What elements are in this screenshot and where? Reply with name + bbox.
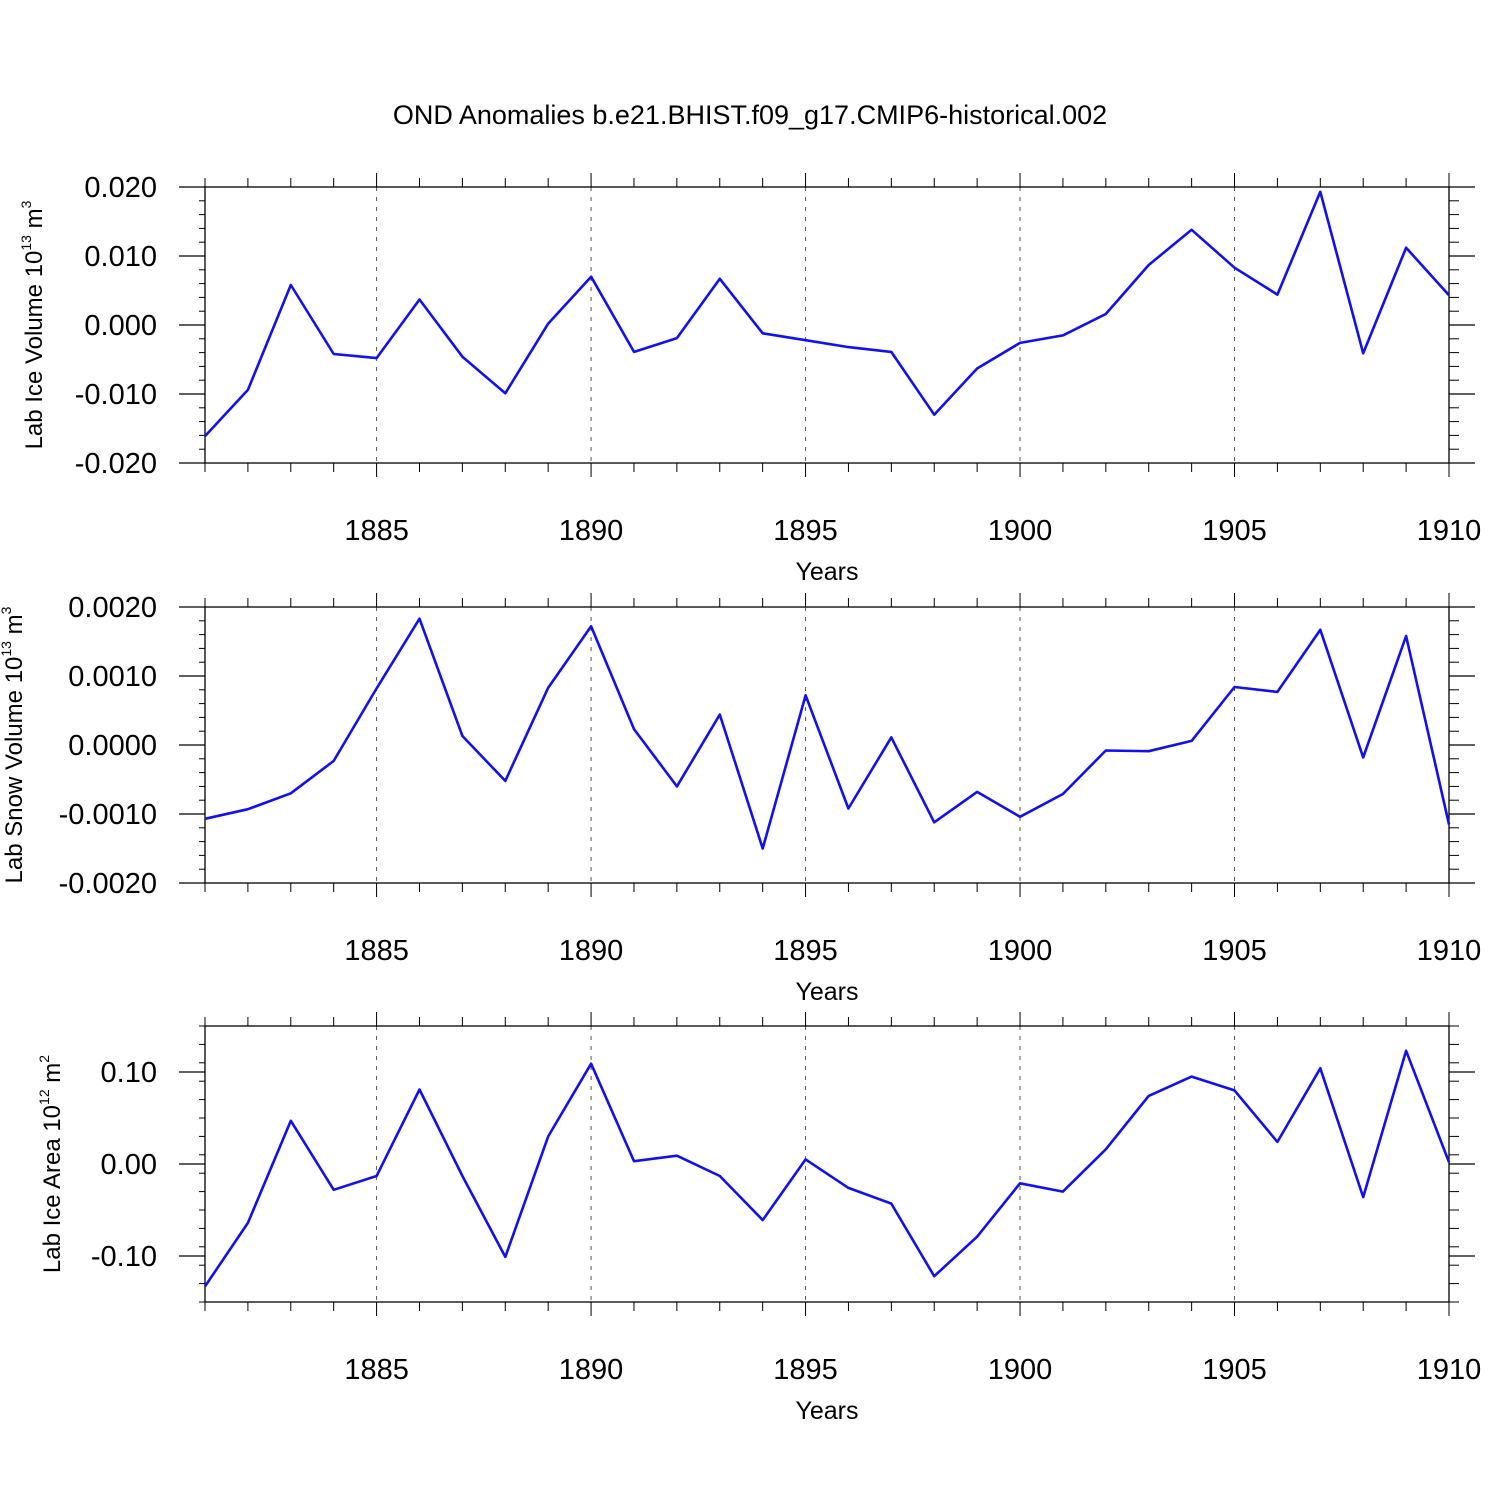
x-tick-label: 1890 (559, 515, 624, 547)
x-axis-title: Years (795, 978, 858, 1006)
y-axis-title-part: m (1, 614, 28, 641)
x-axis-title: Years (795, 558, 858, 586)
x-tick-label: 1885 (344, 935, 409, 967)
y-axis-title-superscript: 13 (18, 235, 34, 251)
x-tick-label: 1910 (1417, 1354, 1482, 1386)
x-tick-label: 1885 (344, 515, 409, 547)
plot-frame (204, 186, 1450, 464)
y-tick-label: 0.0010 (68, 661, 157, 693)
x-tick-label: 1885 (344, 1354, 409, 1386)
y-tick-label: -0.010 (75, 379, 157, 411)
panels: 0.020 0.010 0.000 -0.010 -0.020 1885 1890 1895 1… (0, 172, 1481, 1425)
y-axis-title-superscript: 3 (0, 606, 14, 614)
series-line (204, 617, 1451, 850)
y-axis-title: Lab Snow Volume 1013 m3 (0, 606, 28, 883)
y-tick-label: -0.10 (91, 1241, 157, 1273)
y-axis-title-part: Lab Snow Volume 10 (1, 657, 28, 884)
x-tick-label: 1910 (1417, 935, 1482, 967)
y-axis-title-superscript: 12 (36, 1089, 52, 1105)
y-tick-label: 0.010 (84, 241, 157, 273)
x-tick-label: 1910 (1417, 515, 1482, 547)
y-tick-label: -0.0010 (59, 799, 157, 831)
panel-3: 0.10 0.00 -0.10 1885 1890 1895 1900 1905 1910 Yea… (36, 1012, 1481, 1425)
y-axis-title: Lab Ice Volume 1013 m3 (18, 200, 48, 449)
y-axis-title-part: Lab Ice Area 10 (39, 1105, 66, 1273)
figure-title: OND Anomalies b.e21.BHIST.f09_g17.CMIP6-… (393, 100, 1107, 130)
x-tick-label: 1900 (988, 515, 1053, 547)
y-tick-label: 0.0020 (68, 592, 157, 624)
y-tick-label: 0.020 (84, 172, 157, 204)
x-tick-label: 1905 (1202, 515, 1267, 547)
y-axis-title: Lab Ice Area 1012 m2 (36, 1055, 66, 1273)
x-tick-label: 1895 (773, 935, 838, 967)
y-tick-label: 0.10 (101, 1057, 157, 1089)
y-axis-title-superscript: 13 (0, 641, 14, 657)
y-axis-title-part: m (39, 1063, 66, 1090)
plot-frame (204, 1025, 1450, 1303)
x-tick-label: 1905 (1202, 935, 1267, 967)
y-tick-label: -0.0020 (59, 868, 157, 900)
x-tick-label: 1895 (773, 515, 838, 547)
plot-frame (204, 606, 1450, 884)
y-axis-title-part: Lab Ice Volume 10 (21, 251, 48, 450)
panel-2: 0.0020 0.0010 0.0000 -0.0010 -0.0020 1885 1890… (0, 592, 1481, 1006)
series-line (203, 1049, 1451, 1288)
y-axis-title-superscript: 3 (18, 200, 34, 208)
x-tick-label: 1900 (988, 935, 1053, 967)
y-tick-label: 0.0000 (68, 730, 157, 762)
x-tick-label: 1890 (559, 1354, 624, 1386)
series-line (204, 190, 1450, 437)
panel-1: 0.020 0.010 0.000 -0.010 -0.020 1885 1890 1895 1… (18, 172, 1481, 586)
y-axis-title-part: m (21, 208, 48, 235)
y-tick-label: 0.000 (84, 310, 157, 342)
x-axis-title: Years (795, 1397, 858, 1425)
y-tick-label: -0.020 (75, 448, 157, 480)
x-tick-label: 1890 (559, 935, 624, 967)
y-axis-title-superscript: 2 (36, 1055, 52, 1063)
y-tick-label: 0.00 (101, 1149, 157, 1181)
x-tick-label: 1905 (1202, 1354, 1267, 1386)
x-tick-label: 1895 (773, 1354, 838, 1386)
x-tick-label: 1900 (988, 1354, 1053, 1386)
